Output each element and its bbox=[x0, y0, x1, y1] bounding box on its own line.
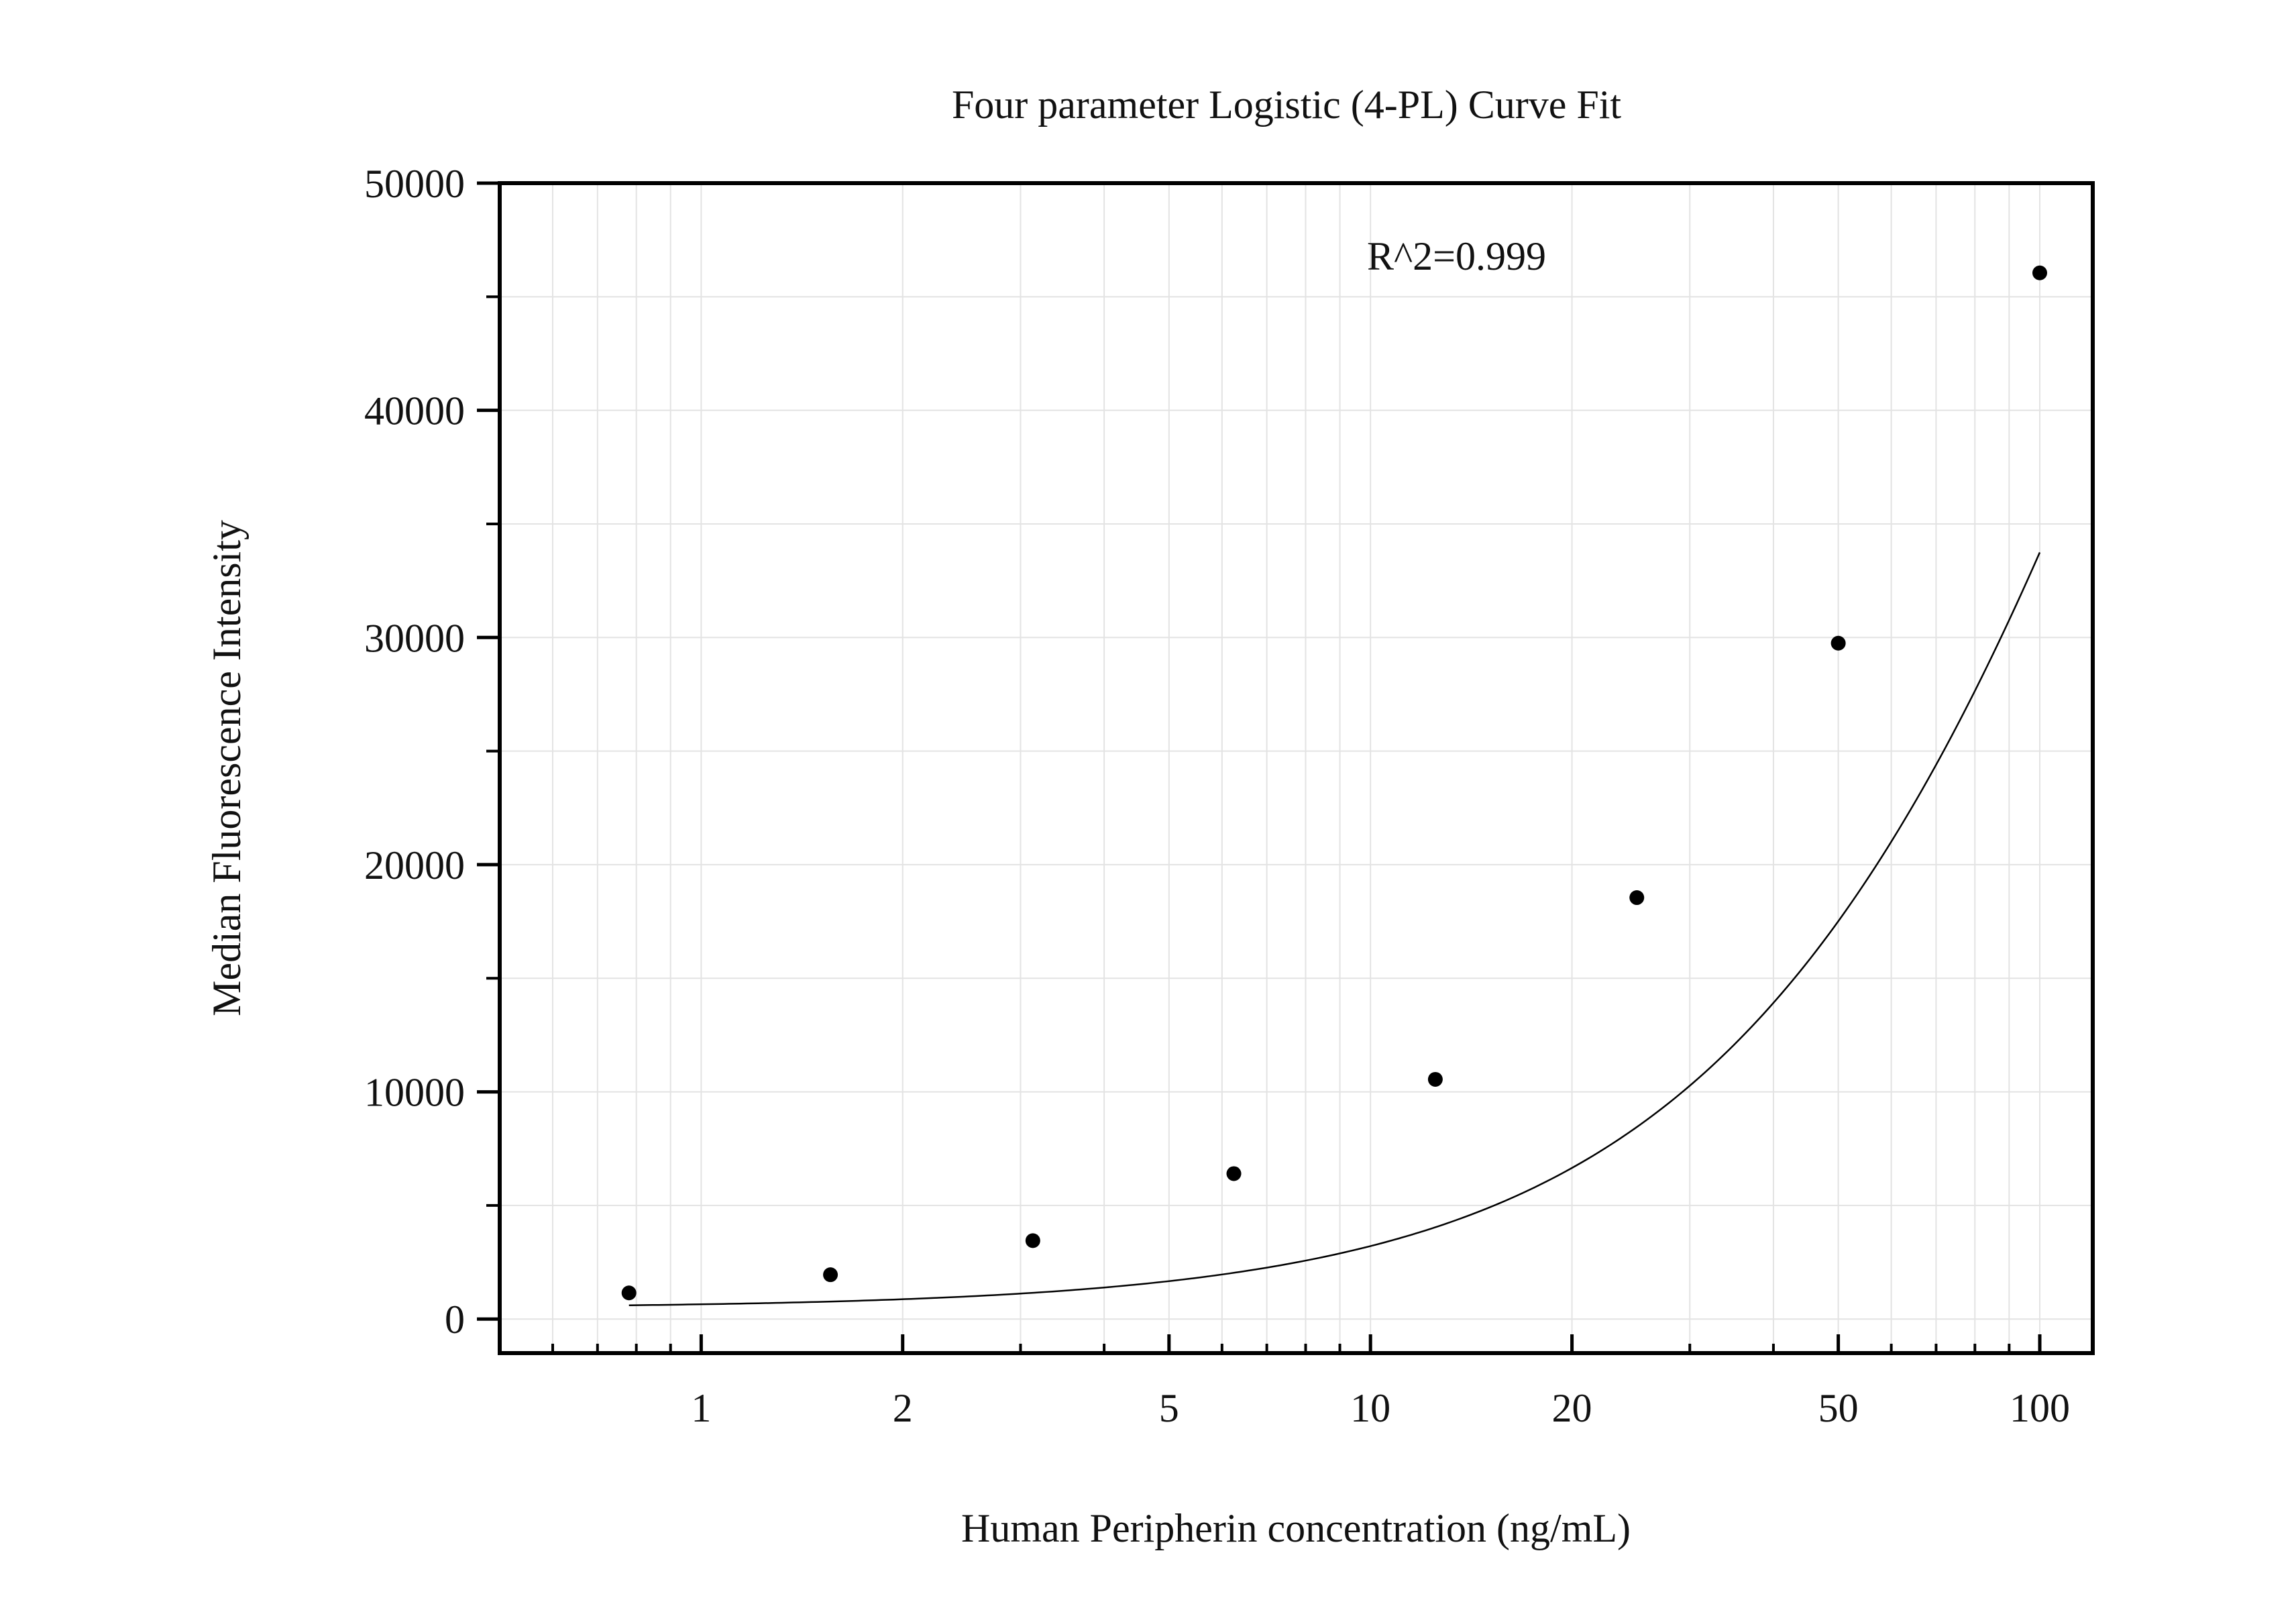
fit-curve bbox=[628, 551, 2041, 1306]
x-tick-label: 2 bbox=[893, 1386, 913, 1430]
data-points bbox=[621, 265, 2047, 1301]
fit-curve-path bbox=[628, 551, 2041, 1306]
data-point bbox=[621, 1285, 637, 1301]
axis-ticks bbox=[477, 181, 2042, 1353]
y-tick-label: 50000 bbox=[364, 162, 465, 206]
data-point bbox=[1025, 1233, 1040, 1248]
y-axis-label: Median Fluorescence Intensity bbox=[205, 520, 249, 1016]
y-tick-label: 40000 bbox=[364, 389, 465, 433]
tick-labels: 1 2 5 10 20 50 100 0 10000 20000 30000 40000 50000 bbox=[364, 162, 2070, 1430]
y-tick-label: 20000 bbox=[364, 843, 465, 888]
x-tick-label: 20 bbox=[1552, 1386, 1592, 1430]
x-tick-label: 5 bbox=[1159, 1386, 1179, 1430]
grid bbox=[500, 183, 2093, 1353]
x-tick-label: 10 bbox=[1350, 1386, 1390, 1430]
r-squared-annotation: R^2=0.999 bbox=[1367, 234, 1546, 278]
x-tick-label: 1 bbox=[691, 1386, 711, 1430]
x-tick-label: 50 bbox=[1818, 1386, 1859, 1430]
data-point bbox=[1226, 1166, 1242, 1181]
data-point bbox=[823, 1267, 838, 1283]
x-axis-label: Human Peripherin concentration (ng/mL) bbox=[961, 1506, 1631, 1550]
data-point bbox=[2032, 265, 2047, 280]
data-point bbox=[1830, 635, 1846, 651]
plot-frame bbox=[498, 181, 2095, 1355]
data-point bbox=[1427, 1071, 1443, 1087]
data-point bbox=[1629, 890, 1645, 906]
y-tick-label: 30000 bbox=[364, 616, 465, 660]
chart-title: Four parameter Logistic (4-PL) Curve Fit bbox=[952, 83, 1621, 127]
x-tick-label: 100 bbox=[2010, 1386, 2070, 1430]
y-tick-label: 10000 bbox=[364, 1071, 465, 1115]
y-tick-label: 0 bbox=[445, 1297, 465, 1342]
